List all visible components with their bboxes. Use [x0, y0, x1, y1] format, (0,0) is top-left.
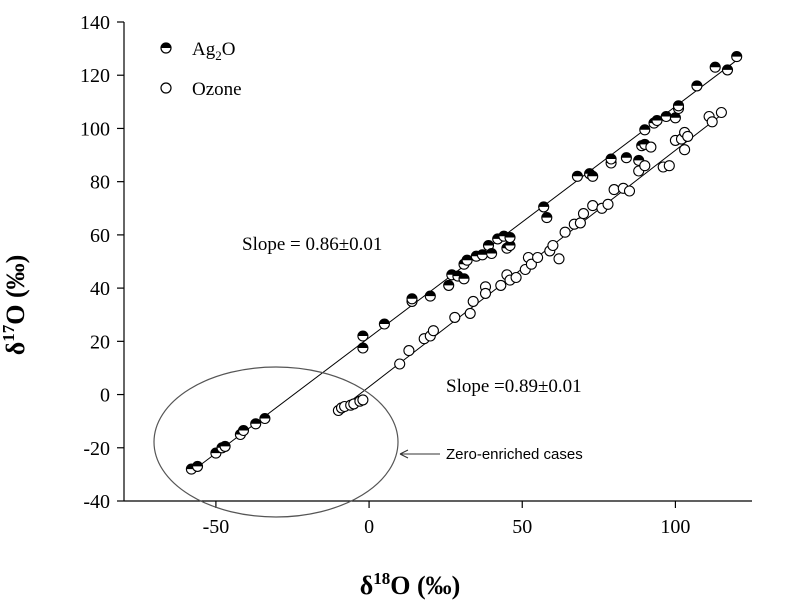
x-tick-label-0: -50	[203, 516, 230, 538]
x-axis-title: δ18O (‰)	[360, 569, 461, 600]
zero-enriched-label: Zero-enriched cases	[446, 446, 583, 463]
point-ag2o-22	[476, 249, 488, 261]
legend-marker-ag2o	[160, 42, 172, 54]
point-ozone-42	[663, 160, 675, 172]
x-tick-label-3: 100	[660, 516, 690, 538]
point-ozone-8	[403, 345, 415, 357]
point-ozone-28	[559, 226, 571, 238]
legend: Ag2O Ozone	[160, 39, 242, 100]
zero-enriched-arrow	[399, 449, 440, 459]
point-ozone-12	[449, 311, 461, 323]
point-ag2o-8	[259, 412, 271, 425]
point-ozone-40	[645, 141, 657, 153]
point-ag2o-24	[486, 247, 498, 260]
point-ozone-27	[553, 253, 565, 265]
point-ag2o-34	[587, 170, 599, 182]
point-ozone-26	[547, 239, 559, 252]
zero-enriched-ellipse	[153, 366, 399, 518]
y-tick-label-5: 60	[90, 225, 110, 247]
point-ag2o-29	[504, 231, 516, 244]
point-ag2o-32	[571, 170, 583, 182]
point-ag2o-31	[541, 212, 553, 224]
point-ag2o-49	[709, 61, 721, 73]
y-tick-label-2: 0	[100, 385, 110, 407]
point-ag2o-15	[443, 279, 455, 291]
point-ag2o-45	[669, 112, 681, 124]
point-ozone-23	[525, 258, 537, 270]
point-ozone-37	[623, 185, 636, 197]
point-ag2o-4	[219, 440, 231, 452]
point-ag2o-18	[458, 273, 470, 285]
x-tick-label-1: 0	[364, 516, 374, 538]
point-ozone-50	[715, 106, 727, 119]
point-ozone-20	[510, 271, 522, 284]
point-ozone-47	[682, 130, 694, 142]
x-tick-label-2: 50	[512, 516, 532, 538]
point-ag2o-9	[357, 342, 369, 354]
y-tick-label-4: 40	[90, 278, 110, 300]
plot-area: -40 -20 0 20 40 60 80 100 120 140 -50 0 50 100	[80, 12, 752, 538]
y-tick-label-1: -20	[83, 438, 110, 460]
point-ag2o-11	[378, 318, 390, 330]
point-ozone-32	[587, 200, 599, 212]
legend-label-ag2o: Ag2O	[192, 39, 235, 63]
y-tick-label-9: 140	[80, 12, 110, 34]
point-ozone-30	[574, 217, 586, 229]
point-ag2o-48	[691, 80, 703, 92]
point-ag2o-43	[651, 114, 663, 127]
point-ozone-7	[394, 358, 406, 370]
point-ozone-24	[532, 251, 544, 264]
point-ozone-49	[706, 116, 718, 128]
point-ag2o-30	[538, 201, 550, 213]
slope-ozone-label: Slope =0.89±0.01	[446, 376, 582, 397]
point-ozone-11	[427, 325, 439, 337]
legend-label-ozone: Ozone	[192, 79, 242, 100]
point-ag2o-47	[672, 100, 685, 112]
point-ag2o-13	[406, 293, 418, 305]
point-ozone-45	[679, 144, 691, 156]
point-ozone-34	[602, 198, 614, 210]
point-ag2o-36	[605, 153, 617, 165]
point-ag2o-37	[620, 152, 632, 164]
y-tick-label-7: 100	[80, 118, 110, 140]
point-ozone-31	[577, 208, 590, 220]
point-ag2o-6	[237, 424, 250, 437]
point-ag2o-20	[461, 254, 473, 266]
y-axis-title: δ17O (‰)	[0, 255, 30, 356]
point-ag2o-50	[721, 64, 734, 76]
y-tick-label-8: 120	[80, 65, 110, 87]
point-ag2o-14	[424, 290, 436, 302]
point-ozone-16	[479, 287, 492, 299]
point-ozone-14	[467, 295, 479, 307]
point-ag2o-1	[191, 460, 204, 472]
legend-marker-ozone	[160, 82, 172, 94]
point-ozone-39	[639, 160, 651, 172]
slope-ag2o-label: Slope = 0.86±0.01	[242, 234, 382, 255]
y-tick-label-3: 20	[90, 331, 110, 353]
point-ag2o-41	[639, 124, 651, 136]
point-ag2o-51	[731, 51, 743, 63]
point-ozone-13	[464, 307, 476, 319]
point-ag2o-10	[357, 330, 369, 342]
point-ozone-17	[495, 279, 507, 291]
point-ag2o-44	[660, 110, 672, 123]
point-ozone-35	[608, 184, 620, 196]
point-ag2o-7	[250, 418, 262, 430]
y-tick-label-6: 80	[90, 172, 110, 194]
point-ozone-6	[357, 394, 369, 406]
y-tick-label-0: -40	[83, 491, 110, 513]
